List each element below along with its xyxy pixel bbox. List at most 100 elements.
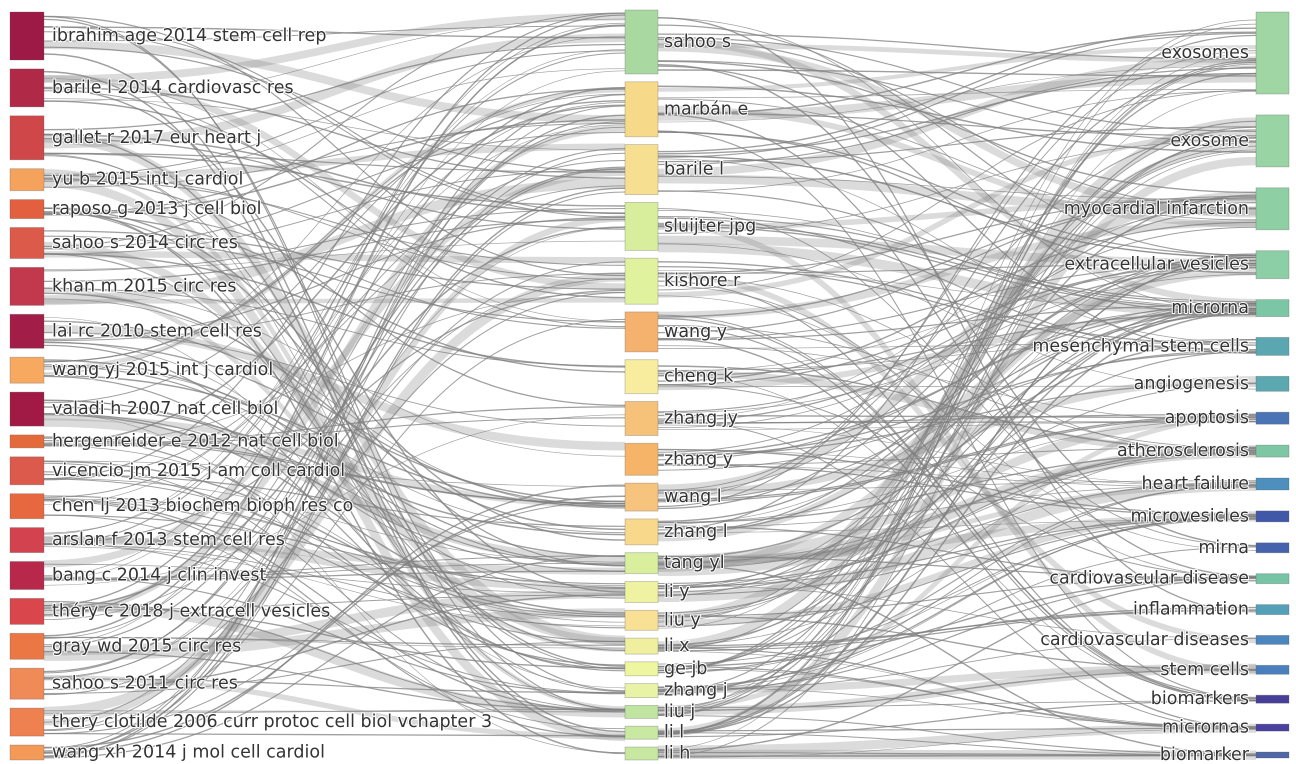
author-keyword-link — [657, 197, 1257, 334]
author-keyword-link — [657, 64, 1257, 547]
references-node-gray-wd-2015-circ-res[interactable] — [9, 632, 45, 660]
keywords-node-extracellular-vesicles[interactable] — [1255, 250, 1290, 280]
author-keyword-link — [657, 446, 1257, 593]
reference-author-link — [43, 495, 626, 749]
references-node-sahoo-s-2014-circ-res[interactable] — [9, 227, 45, 259]
keywords-node-atherosclerosis[interactable] — [1255, 444, 1290, 458]
keywords-node-heart-failure[interactable] — [1255, 477, 1290, 491]
references-node-lai-rc-2010-stem-cell-res[interactable] — [9, 313, 45, 349]
references-node-bang-c-2014-j-clin-invest[interactable] — [9, 561, 45, 590]
reference-author-link — [43, 12, 626, 84]
author-keyword-link — [657, 525, 1257, 582]
reference-author-link — [43, 169, 626, 711]
authors-node-ge-jb[interactable] — [624, 661, 659, 677]
authors-node-liu-j[interactable] — [624, 705, 659, 719]
keywords-node-cardiovascular-diseases[interactable] — [1255, 635, 1290, 645]
authors-node-cheng-k[interactable] — [624, 359, 659, 395]
reference-author-link — [43, 86, 626, 179]
keywords-node-microvesicles[interactable] — [1255, 510, 1290, 523]
keywords-node-angiogenesis[interactable] — [1255, 375, 1290, 392]
references-node-arslan-f-2013-stem-cell-res[interactable] — [9, 527, 45, 553]
keywords-node-biomarker[interactable] — [1255, 751, 1290, 759]
references-node-thery-clotilde-2006-curr-protoc-cell-biol-vchapter-3[interactable] — [9, 707, 45, 737]
reference-author-link — [43, 278, 626, 620]
author-keyword-link — [657, 208, 1257, 510]
references-node-yu-b-2015-int-j-cardiol[interactable] — [9, 168, 45, 192]
author-keyword-link — [657, 24, 1257, 257]
keywords-node-apoptosis[interactable] — [1255, 411, 1290, 425]
keywords-node-myocardial-infarction[interactable] — [1255, 187, 1290, 231]
author-keyword-link — [657, 274, 1257, 429]
reference-author-link — [43, 484, 626, 754]
authors-node-li-h[interactable] — [624, 746, 659, 761]
references-node-chen-lj-2013-biochem-bioph-res-co[interactable] — [9, 493, 45, 520]
authors-node-wang-y[interactable] — [624, 311, 659, 353]
authors-node-kishore-r[interactable] — [624, 257, 659, 305]
author-keyword-link — [657, 66, 1257, 531]
reference-author-link — [43, 570, 626, 581]
author-keyword-link — [657, 91, 1257, 712]
authors-node-li-l[interactable] — [624, 725, 659, 740]
references-node-ibrahim-age-2014-stem-cell-rep[interactable] — [9, 11, 45, 61]
author-keyword-link — [657, 383, 1257, 589]
authors-node-wang-l[interactable] — [624, 482, 659, 512]
reference-author-link — [43, 600, 626, 711]
reference-author-link — [43, 251, 626, 264]
references-node-valadi-h-2007-nat-cell-biol[interactable] — [9, 391, 45, 427]
author-keyword-link — [657, 518, 1257, 665]
authors-node-zhang-jy[interactable] — [624, 401, 659, 436]
keywords-node-inflammation[interactable] — [1255, 604, 1290, 615]
keywords-node-cardiovascular-disease[interactable] — [1255, 573, 1290, 585]
authors-node-zhang-y[interactable] — [624, 442, 659, 476]
author-keyword-link — [657, 32, 1257, 158]
references-node-barile-l-2014-cardiovasc-res[interactable] — [9, 68, 45, 108]
keywords-node-biomarkers[interactable] — [1255, 694, 1290, 704]
keywords-node-mesenchymal-stem-cells[interactable] — [1255, 336, 1290, 356]
references-label-chen-lj-2013-biochem-bioph-res-co: chen lj 2013 biochem bioph res co — [52, 496, 353, 516]
authors-label-sluijter-jpg: sluijter jpg — [664, 216, 756, 236]
references-node-thery-c-2018-j-extracell-vesicles[interactable] — [9, 598, 45, 625]
authors-node-zhang-l[interactable] — [624, 518, 659, 546]
authors-node-liu-y[interactable] — [624, 609, 659, 631]
references-label-wang-yj-2015-int-j-cardiol: wang yj 2015 int j cardiol — [52, 360, 273, 380]
reference-author-link — [43, 68, 626, 182]
authors-label-li-x: li x — [664, 636, 690, 656]
references-node-sahoo-s-2011-circ-res[interactable] — [9, 667, 45, 700]
author-keyword-link — [657, 130, 1257, 700]
authors-node-sahoo-s[interactable] — [624, 9, 659, 75]
references-node-khan-m-2015-circ-res[interactable] — [9, 266, 45, 306]
authors-node-zhang-j[interactable] — [624, 683, 659, 698]
keywords-node-exosomes[interactable] — [1255, 11, 1290, 95]
references-node-vicencio-jm-2015-j-am-coll-cardiol[interactable] — [9, 456, 45, 486]
authors-node-li-x[interactable] — [624, 637, 659, 655]
reference-author-link — [43, 50, 626, 177]
authors-node-li-y[interactable] — [624, 581, 659, 603]
references-node-gallet-r-2017-eur-heart-j[interactable] — [9, 115, 45, 161]
authors-node-marban-e[interactable] — [624, 81, 659, 138]
reference-author-link — [43, 675, 626, 740]
authors-label-kishore-r: kishore r — [664, 271, 741, 291]
references-node-raposo-g-2013-j-cell-biol[interactable] — [9, 199, 45, 220]
author-keyword-link — [657, 339, 1257, 371]
author-keyword-link — [657, 191, 1257, 494]
keywords-node-exosome[interactable] — [1255, 114, 1290, 168]
references-node-wang-yj-2015-int-j-cardiol[interactable] — [9, 356, 45, 384]
keywords-node-mirna[interactable] — [1255, 542, 1290, 554]
reference-author-link — [43, 208, 626, 272]
references-node-hergenreider-e-2012-nat-cell-biol[interactable] — [9, 434, 45, 449]
authors-node-tang-yl[interactable] — [624, 552, 659, 575]
references-node-wang-xh-2014-j-mol-cell-cardiol[interactable] — [9, 744, 45, 761]
author-keyword-link — [657, 73, 1257, 121]
authors-node-barile-l[interactable] — [624, 144, 659, 196]
keywords-node-stem-cells[interactable] — [1255, 664, 1290, 675]
author-keyword-link — [657, 43, 1257, 63]
keywords-node-microrna[interactable] — [1255, 299, 1290, 318]
authors-node-sluijter-jpg[interactable] — [624, 201, 659, 251]
author-keyword-link — [657, 311, 1257, 736]
author-keyword-link — [657, 481, 1257, 585]
authors-label-zhang-j: zhang j — [664, 681, 728, 701]
keywords-node-micrornas[interactable] — [1255, 723, 1290, 732]
author-keyword-link — [657, 117, 1257, 652]
author-keyword-link — [657, 259, 1257, 523]
reference-author-link — [43, 535, 626, 592]
